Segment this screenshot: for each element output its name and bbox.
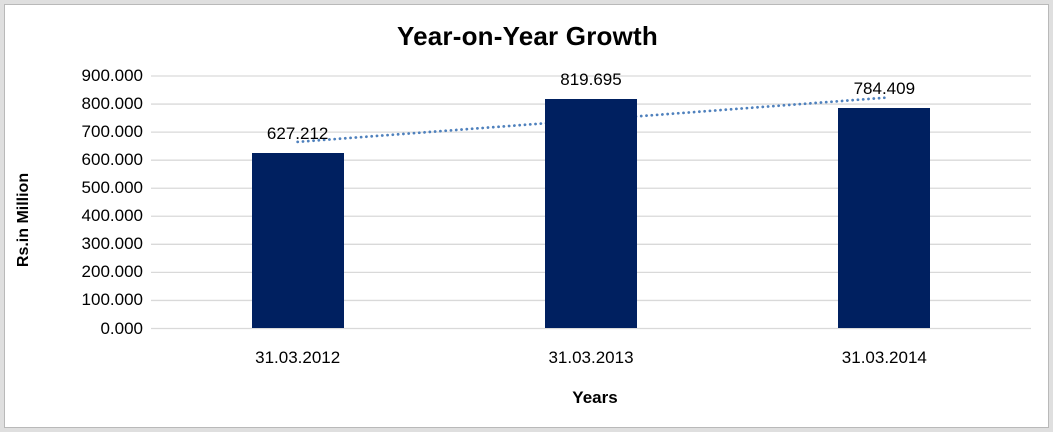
bar [838,108,931,329]
bars-layer: 0.000 100.000 200.000 300.000 400.000 500.000… [5,5,1050,429]
chart-title: Year-on-Year Growth [397,21,658,51]
x-category-label: 31.03.2014 [841,347,927,367]
y-tick-label: 600.000 [81,150,143,170]
y-tick-label: 100.000 [81,290,143,310]
bar [251,152,344,329]
y-tick-label: 200.000 [81,262,143,282]
x-category-label: 31.03.2013 [548,347,634,367]
y-tick-label: 300.000 [81,234,143,254]
y-tick-label: 400.000 [81,206,143,226]
y-tick-label: 700.000 [81,122,143,142]
chart-canvas: Year-on-Year Growth Rs.in Million 0.000 1… [4,4,1049,428]
bar [545,98,637,329]
x-category-label: 31.03.2012 [255,347,341,367]
data-label: 627.212 [266,123,329,143]
y-tick-label: 900.000 [81,66,143,85]
data-label: 784.409 [853,79,916,99]
x-axis-title: Years [572,388,618,407]
y-tick-label: 800.000 [81,94,143,114]
y-tick-label: 500.000 [81,178,143,198]
y-tick-label: 0.000 [100,318,143,338]
data-label: 819.695 [560,69,622,89]
